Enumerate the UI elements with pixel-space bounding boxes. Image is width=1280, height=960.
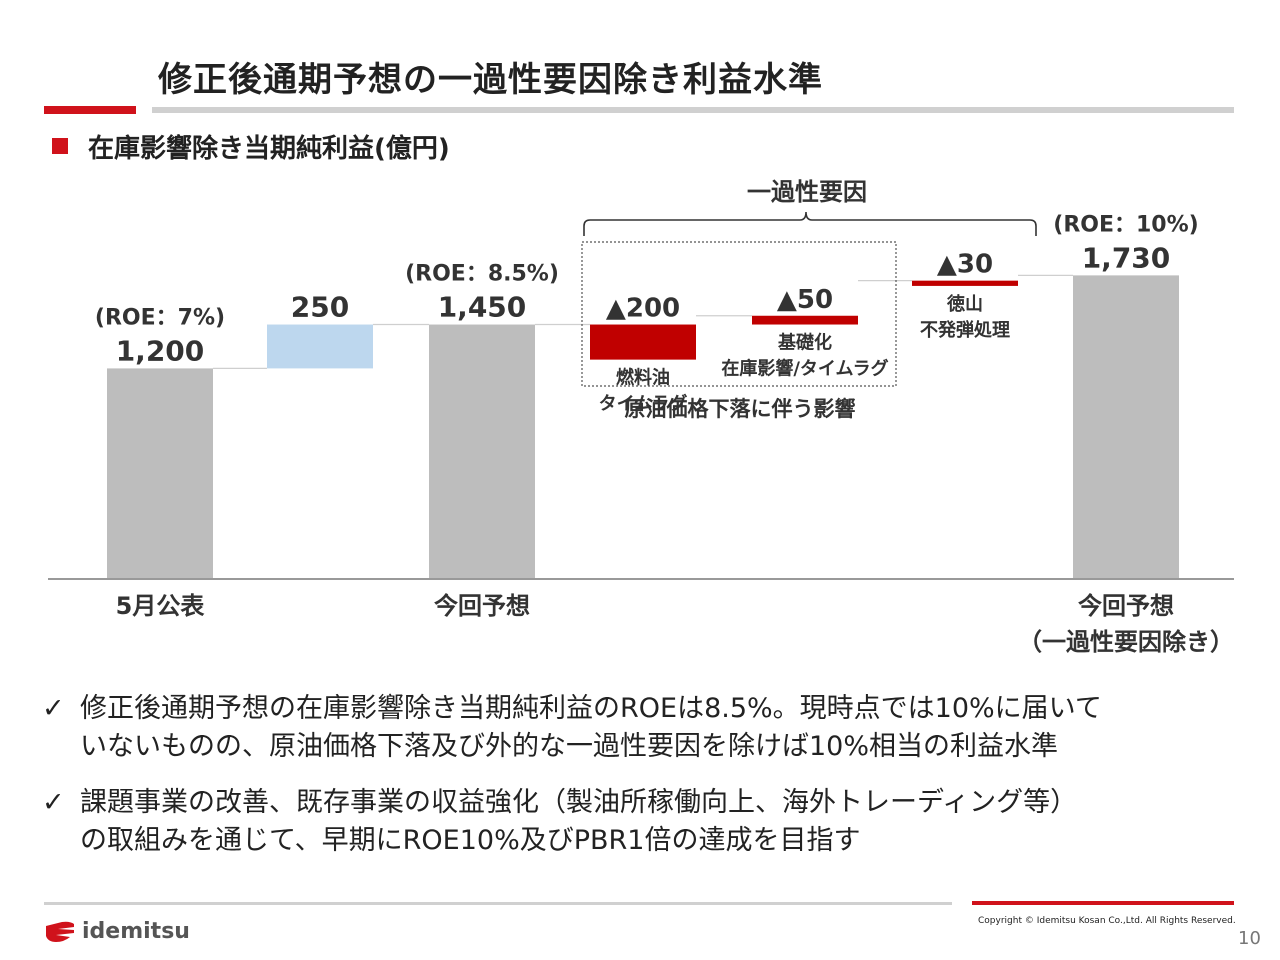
section-square-icon [52, 138, 68, 154]
value-label-5: ▲50 [777, 285, 833, 315]
value-label-1: 1,200 [116, 334, 205, 367]
roe-label-3: (ROE：8.5%) [405, 262, 559, 287]
bullet-1-line-2: いないものの、原油価格下落及び外的な一過性要因を除けば10%相当の利益水準 [80, 731, 1059, 762]
copyright: Copyright © Idemitsu Kosan Co.,Ltd. All … [978, 916, 1236, 926]
category-label-7: 今回予想 [1078, 592, 1174, 620]
category-label-7: （一過性要因除き） [1018, 628, 1234, 656]
bar-desc-5: 基礎化 [777, 332, 832, 354]
bar-5 [752, 315, 858, 325]
bar-desc-4: タイムラグ [599, 393, 688, 415]
page-number: 10 [1238, 928, 1261, 949]
footer-accent-bar [972, 901, 1234, 905]
value-label-6: ▲30 [937, 250, 993, 280]
value-label-2: 250 [291, 291, 349, 324]
bullet-2-line-2: の取組みを通じて、早期にROE10%及びPBR1倍の達成を目指す [80, 825, 861, 856]
check-icon: ✓ [42, 787, 65, 818]
bullet-2-line-1: 課題事業の改善、既存事業の収益強化（製油所稼働向上、海外トレーディング等） [80, 787, 1078, 818]
chart-labels: 1,200 (ROE：7%) 5月公表 250 1,450 (ROE：8.5%) 今回予想 ▲… [95, 212, 1234, 656]
category-label-3: 今回予想 [434, 592, 530, 620]
bar-2 [267, 324, 373, 369]
idemitsu-apollo-icon [46, 921, 74, 942]
group-label: 原油価格下落に伴う影響 [625, 397, 856, 421]
bullet-1-line-1: 修正後通期予想の在庫影響除き当期純利益のROEは8.5%。現時点では10%に届い… [80, 693, 1102, 724]
page-title: 修正後通期予想の一過性要因除き利益水準 [158, 60, 823, 100]
bar-desc-5: 在庫影響/タイムラグ [721, 358, 888, 380]
one-time-group-box [581, 241, 897, 387]
title-underline [152, 107, 1234, 113]
bar-desc-6: 不発弾処理 [920, 319, 1010, 341]
roe-label-1: (ROE：7%) [95, 305, 225, 330]
idemitsu-logo: idemitsu [44, 914, 190, 948]
connector-lines [213, 274, 1073, 369]
bar-3 [429, 324, 535, 579]
section-title: 在庫影響除き当期純利益(億円) [88, 134, 450, 164]
bar-1 [107, 368, 213, 579]
bar-6 [912, 280, 1018, 286]
check-icon: ✓ [42, 693, 65, 724]
roe-label-7: (ROE：10%) [1053, 212, 1198, 237]
value-label-3: 1,450 [438, 291, 527, 324]
title-accent-bar [44, 106, 136, 114]
value-label-7: 1,730 [1082, 241, 1171, 274]
bracket-label: 一過性要因 [747, 178, 867, 206]
bar-desc-4: 燃料油 [616, 367, 670, 389]
bar-7 [1073, 275, 1179, 579]
bar-4 [590, 324, 696, 360]
chart-bars [107, 275, 1179, 579]
value-label-4: ▲200 [606, 294, 680, 324]
brand-name: idemitsu [82, 918, 190, 944]
footer-divider [44, 902, 952, 905]
one-time-bracket [583, 211, 1037, 236]
bar-desc-6: 徳山 [946, 293, 983, 315]
category-label-1: 5月公表 [116, 592, 206, 620]
